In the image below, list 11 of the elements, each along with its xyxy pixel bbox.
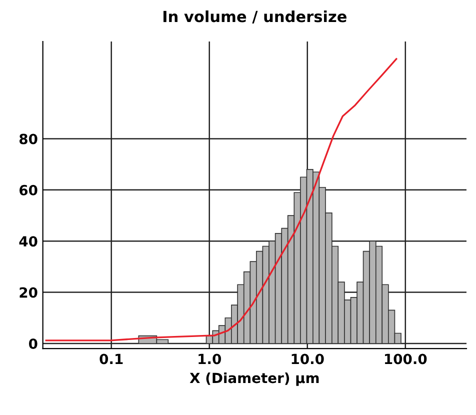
x-tick-label: 100.0 [384, 354, 427, 364]
y-tick-label: 20 [20, 287, 38, 298]
x-tick-label: 0.1 [100, 354, 123, 364]
y-tick-label: 0 [28, 338, 38, 349]
x-tick-label: 10.0 [292, 354, 324, 364]
x-tick-label: 1.0 [198, 354, 221, 364]
chart-title: In volume / undersize [164, 10, 346, 24]
y-tick-label: 40 [19, 236, 38, 247]
y-tick-label: 60 [20, 184, 38, 196]
x-axis-title: X (Diameter) μm [190, 372, 319, 386]
y-tick-label: 80 [20, 134, 38, 144]
